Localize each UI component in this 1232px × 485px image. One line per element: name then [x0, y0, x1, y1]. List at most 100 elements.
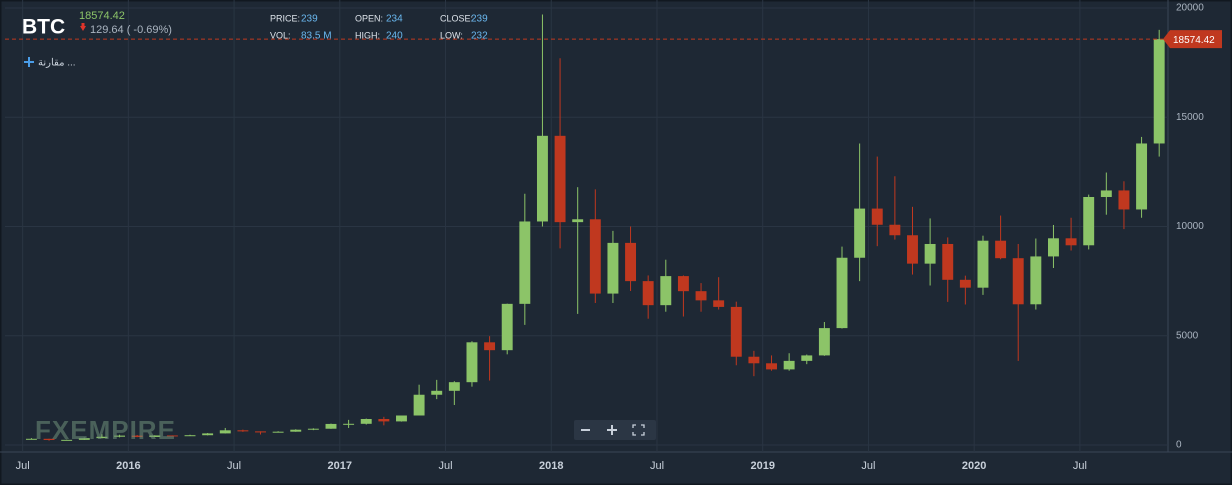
candle-body: [871, 208, 883, 225]
candle-body: [924, 243, 936, 264]
x-tick-label: Jul: [650, 460, 664, 472]
candle-body: [360, 418, 372, 424]
candle-body: [413, 394, 425, 416]
stat-label: VOL:: [270, 30, 291, 40]
y-tick-label: 0: [1176, 440, 1182, 451]
fullscreen[interactable]: [632, 424, 645, 436]
grid: 0 5000 10000 15000 20000 Jul 2016 Jul 2017 Jul 201…: [5, 0, 1204, 472]
candle-body: [942, 243, 954, 280]
candle-body: [995, 240, 1007, 259]
candle-body: [396, 415, 407, 422]
candle-body: [554, 135, 566, 223]
x-tick-label: Jul: [227, 460, 241, 472]
y-tick-label: 10000: [1176, 221, 1204, 232]
y-tick-label: 5000: [1176, 330, 1199, 341]
candle-body: [572, 219, 584, 223]
candle-body: [1030, 256, 1042, 305]
candles: [25, 14, 1165, 441]
plus-icon: [24, 57, 34, 67]
candle-body: [78, 438, 90, 440]
candle-body: [325, 423, 337, 429]
candle-body: [836, 257, 848, 329]
candle-body: [907, 235, 918, 264]
candle-body: [536, 135, 548, 222]
price-change: 129.64 ( -0.69%): [90, 24, 172, 36]
zoom-in[interactable]: [607, 425, 617, 435]
candle-body: [484, 342, 496, 351]
candle-body: [501, 303, 513, 351]
x-tick-label: Jul: [1073, 460, 1087, 472]
candle-body: [448, 382, 460, 391]
down-arrow: [80, 23, 86, 31]
candle-body: [237, 430, 249, 432]
x-tick-label: Jul: [438, 460, 452, 472]
stat-label: LOW:: [440, 30, 463, 40]
candle-body: [1153, 39, 1165, 144]
candle-body: [131, 435, 143, 437]
price-line-group: 18574.42: [5, 30, 1222, 49]
y-tick-label: 20000: [1176, 3, 1204, 14]
candle-body: [96, 436, 108, 439]
candle-body: [730, 306, 742, 357]
stat-value: 239: [471, 14, 488, 25]
candle-body: [61, 439, 73, 441]
candle-body: [149, 435, 161, 437]
candle-body: [219, 430, 231, 434]
stat-label: PRICE:: [270, 13, 300, 23]
candle-body: [307, 428, 319, 430]
stat-label: HIGH:: [355, 30, 380, 40]
candle-body: [378, 418, 390, 422]
candle-body: [818, 328, 830, 356]
candle-body: [466, 342, 478, 383]
candle-body: [290, 429, 302, 432]
candle-body: [677, 276, 689, 292]
candle-body: [625, 242, 637, 282]
stat-value: 240: [386, 31, 403, 42]
candle-body: [1083, 197, 1095, 246]
candle-body: [748, 356, 760, 364]
x-tick-label: Jul: [861, 460, 875, 472]
candle-body: [519, 221, 531, 304]
x-tick-label: 2020: [962, 460, 986, 472]
stat-label: OPEN:: [355, 13, 383, 23]
zoom-controls: [574, 420, 656, 440]
watermark: FXEMPIRE: [35, 415, 176, 445]
y-tick-label: 15000: [1176, 112, 1204, 123]
stat-value: 239: [301, 14, 318, 25]
stat-value: 83.5 M: [301, 31, 332, 42]
candle-body: [1012, 258, 1024, 305]
candle-body: [114, 435, 126, 437]
candle-body: [431, 390, 443, 395]
candle-body: [589, 219, 601, 294]
candle-body: [166, 435, 178, 437]
candle-body: [255, 431, 266, 433]
candle-body: [695, 291, 707, 301]
candle-body: [607, 242, 619, 294]
candle-body: [1100, 190, 1112, 198]
compare-button[interactable]: مقارنة ...: [24, 57, 76, 69]
candle-body: [272, 431, 284, 433]
candle-body: [25, 438, 37, 440]
stat-value: 232: [471, 31, 488, 42]
stat-value: 234: [386, 14, 403, 25]
x-tick-label: 2016: [116, 460, 140, 472]
candle-body: [343, 423, 355, 425]
compare-label: مقارنة ...: [38, 58, 76, 69]
last-price: 18574.42: [79, 10, 125, 22]
candle-body: [783, 360, 795, 370]
candle-body: [889, 224, 901, 236]
candle-body: [642, 281, 654, 306]
candle-body: [766, 363, 777, 370]
candle-body: [713, 300, 725, 307]
price-tag: [1163, 30, 1222, 49]
x-tick-label: 2019: [750, 460, 774, 472]
candle-body: [854, 208, 866, 258]
candle-body: [184, 435, 196, 437]
candle-body: [977, 240, 989, 288]
candle-body: [959, 279, 971, 288]
candle-body: [1047, 238, 1059, 257]
